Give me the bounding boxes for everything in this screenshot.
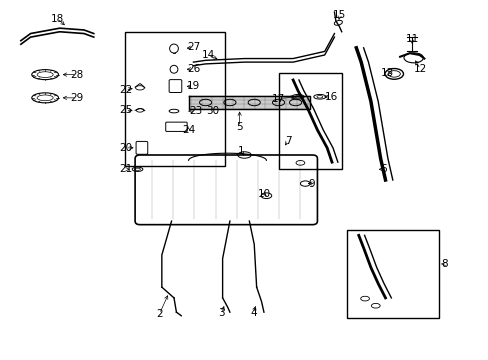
Text: 3: 3 — [218, 308, 224, 318]
Text: 14: 14 — [201, 50, 214, 60]
Text: 18: 18 — [51, 14, 64, 23]
Text: 15: 15 — [332, 10, 346, 20]
Text: 4: 4 — [249, 308, 256, 318]
Text: 1: 1 — [237, 147, 244, 157]
Text: 11: 11 — [405, 34, 418, 44]
Text: 9: 9 — [307, 179, 314, 189]
Text: 12: 12 — [413, 64, 426, 74]
Text: 17: 17 — [271, 94, 285, 104]
Text: 10: 10 — [257, 189, 270, 199]
Text: 7: 7 — [285, 136, 291, 146]
Text: 24: 24 — [182, 125, 195, 135]
Text: 28: 28 — [70, 69, 83, 80]
Text: 22: 22 — [119, 85, 132, 95]
Text: 13: 13 — [381, 68, 394, 78]
Bar — [125, 32, 224, 166]
Text: 19: 19 — [186, 81, 200, 91]
Text: 2: 2 — [156, 309, 163, 319]
Text: 21: 21 — [119, 164, 132, 174]
Text: 20: 20 — [119, 143, 132, 153]
Text: 8: 8 — [441, 259, 447, 269]
Text: 5: 5 — [236, 122, 243, 132]
Text: 25: 25 — [119, 105, 132, 115]
Text: 23: 23 — [189, 106, 202, 116]
Text: 26: 26 — [186, 64, 200, 74]
Text: 30: 30 — [206, 106, 219, 116]
Text: 16: 16 — [324, 92, 337, 102]
Text: 29: 29 — [70, 93, 83, 103]
Text: 6: 6 — [379, 164, 386, 174]
Text: 27: 27 — [186, 42, 200, 53]
Bar — [346, 230, 438, 318]
Bar — [278, 73, 341, 169]
